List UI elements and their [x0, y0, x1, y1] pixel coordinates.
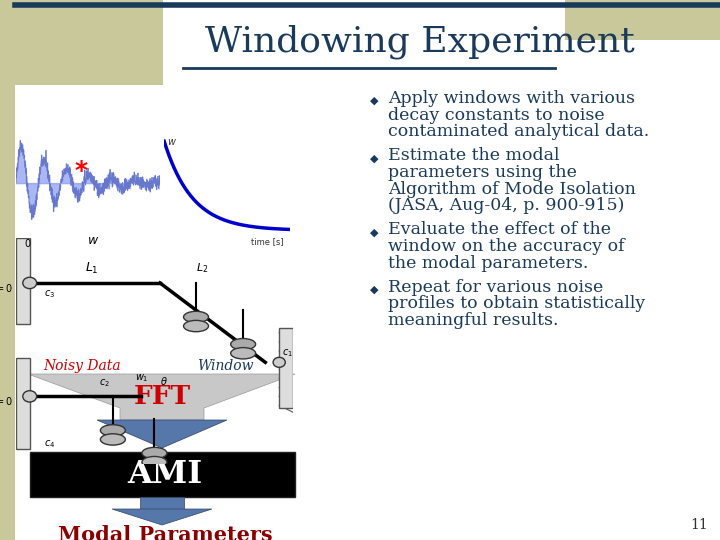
- Text: Noisy Data: Noisy Data: [43, 359, 121, 373]
- Text: $\theta$: $\theta$: [160, 375, 168, 387]
- Text: 11: 11: [690, 518, 708, 532]
- Text: window on the accuracy of: window on the accuracy of: [388, 238, 625, 255]
- Bar: [279, 328, 293, 408]
- Text: $c_3$: $c_3$: [44, 288, 55, 300]
- Text: $x_1=0$: $x_1=0$: [0, 282, 13, 296]
- Circle shape: [23, 391, 37, 402]
- Text: time [s]: time [s]: [251, 238, 284, 247]
- Text: Repeat for various noise: Repeat for various noise: [388, 279, 603, 296]
- Text: $w_1$: $w_1$: [135, 373, 148, 384]
- Ellipse shape: [142, 447, 167, 459]
- Ellipse shape: [184, 320, 209, 332]
- Text: ◆: ◆: [370, 153, 379, 164]
- Bar: [565, 0, 720, 40]
- Ellipse shape: [230, 339, 256, 350]
- Text: $L_2$: $L_2$: [196, 261, 208, 275]
- Text: Algorithm of Mode Isolation: Algorithm of Mode Isolation: [388, 180, 636, 198]
- Ellipse shape: [100, 424, 125, 436]
- Text: the modal parameters.: the modal parameters.: [388, 254, 588, 272]
- Circle shape: [273, 357, 285, 367]
- Ellipse shape: [100, 434, 125, 445]
- Text: Apply windows with various: Apply windows with various: [388, 90, 635, 107]
- Text: $L_1$: $L_1$: [85, 261, 99, 276]
- Text: FFT: FFT: [133, 383, 191, 408]
- Text: ◆: ◆: [370, 285, 379, 295]
- Text: decay constants to noise: decay constants to noise: [388, 106, 605, 124]
- Text: (JASA, Aug-04, p. 900-915): (JASA, Aug-04, p. 900-915): [388, 197, 624, 214]
- Text: Modal Parameters: Modal Parameters: [58, 525, 272, 540]
- Circle shape: [23, 277, 37, 288]
- Ellipse shape: [142, 456, 167, 468]
- Ellipse shape: [230, 348, 256, 359]
- Text: Window: Window: [197, 359, 253, 373]
- Bar: [0, 0, 15, 540]
- Text: $c_4$: $c_4$: [44, 438, 55, 450]
- Text: $w$: $w$: [87, 234, 99, 247]
- Bar: [16, 238, 30, 324]
- Text: contaminated analytical data.: contaminated analytical data.: [388, 123, 649, 140]
- Bar: [15, 0, 163, 85]
- Text: $w$: $w$: [167, 137, 176, 147]
- Text: Evaluate the effect of the: Evaluate the effect of the: [388, 221, 611, 239]
- Text: meaningful results.: meaningful results.: [388, 312, 559, 329]
- Text: parameters using the: parameters using the: [388, 164, 577, 181]
- Polygon shape: [112, 509, 212, 525]
- Text: $x_2=0$: $x_2=0$: [0, 395, 13, 409]
- Ellipse shape: [184, 311, 209, 322]
- Text: ◆: ◆: [370, 227, 379, 238]
- Text: $0$: $0$: [24, 237, 32, 249]
- Polygon shape: [28, 374, 295, 420]
- Text: Windowing Experiment: Windowing Experiment: [205, 25, 635, 59]
- Bar: [16, 358, 30, 449]
- Bar: [140, 497, 184, 509]
- Text: $c_1$: $c_1$: [282, 348, 293, 359]
- Text: $c_2$: $c_2$: [99, 377, 110, 389]
- Text: profiles to obtain statistically: profiles to obtain statistically: [388, 295, 645, 313]
- Polygon shape: [97, 420, 227, 448]
- Text: AMI: AMI: [127, 459, 202, 490]
- Text: ◆: ◆: [370, 96, 379, 106]
- Bar: [30, 452, 295, 497]
- Text: Estimate the modal: Estimate the modal: [388, 147, 559, 165]
- Text: *: *: [74, 159, 87, 183]
